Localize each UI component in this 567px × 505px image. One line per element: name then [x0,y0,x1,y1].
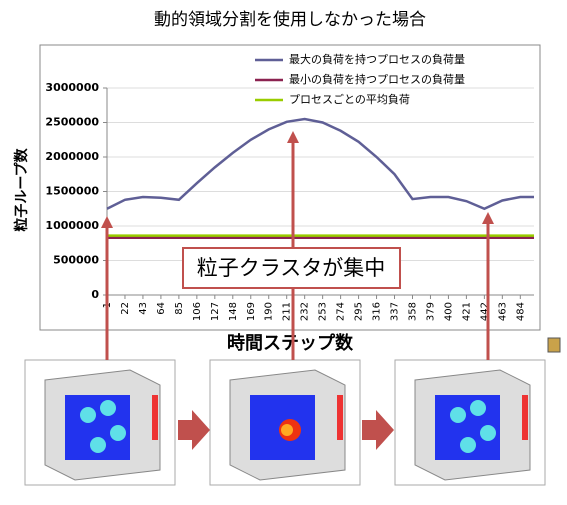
y-tick-label: 0 [91,288,99,301]
x-tick-label: 127 [210,302,221,321]
y-tick-label: 1000000 [45,219,99,232]
y-tick-label: 3000000 [45,81,99,94]
x-tick-label: 22 [120,302,131,315]
sim-image [394,359,546,486]
annotation-box [182,247,401,289]
x-tick-label: 274 [336,302,347,321]
x-tick-label: 85 [174,302,185,315]
x-tick-label: 169 [246,302,257,321]
y-tick-label: 2000000 [45,150,99,163]
sim-image [209,359,361,486]
x-tick-label: 463 [497,302,508,321]
x-tick-label: 400 [443,302,454,321]
x-tick-label: 64 [156,302,167,315]
block-arrow [362,410,394,450]
x-tick-label: 421 [461,302,472,321]
clipboard-icon [547,337,561,353]
y-tick-label: 2500000 [45,116,99,129]
x-tick-label: 358 [407,302,418,321]
simulation-images [24,337,561,486]
chart-title: 動的領域分割を使用しなかった場合 [154,9,426,30]
x-tick-label: 253 [318,302,329,321]
x-tick-label: 484 [515,302,526,321]
legend-label: 最小の負荷を持つプロセスの負荷量 [289,72,465,86]
x-tick-label: 442 [479,302,490,321]
annotation: 粒子クラスタが集中 [197,256,386,280]
x-tick-label: 190 [264,302,275,321]
x-tick-label: 232 [300,302,311,321]
x-tick-label: 106 [192,302,203,321]
y-tick-label: 1500000 [45,185,99,198]
block-arrow [178,410,210,450]
sim-image [24,359,176,486]
legend-label: 最大の負荷を持つプロセスの負荷量 [289,52,465,66]
y-tick-label: 500000 [53,254,99,267]
x-tick-label: 316 [372,302,383,321]
plot: 0 500000 1000000 1500000 2000000 2500000 30000… [45,81,534,321]
x-tick-label: 211 [282,302,293,321]
legend-label: プロセスごとの平均負荷 [289,92,410,106]
x-tick-label: 379 [425,302,436,321]
x-axis-label: 時間ステップ数 [227,332,354,354]
legend: 最大の負荷を持つプロセスの負荷量最小の負荷を持つプロセスの負荷量プロセスごとの平… [255,52,465,106]
x-tick-label: 148 [228,302,239,321]
y-axis-label: 粒子ループ数 [13,147,30,231]
x-tick-label: 337 [390,302,401,321]
x-tick-label: 295 [354,302,365,321]
series-line [106,117,534,211]
x-tick-label: 43 [138,302,149,315]
